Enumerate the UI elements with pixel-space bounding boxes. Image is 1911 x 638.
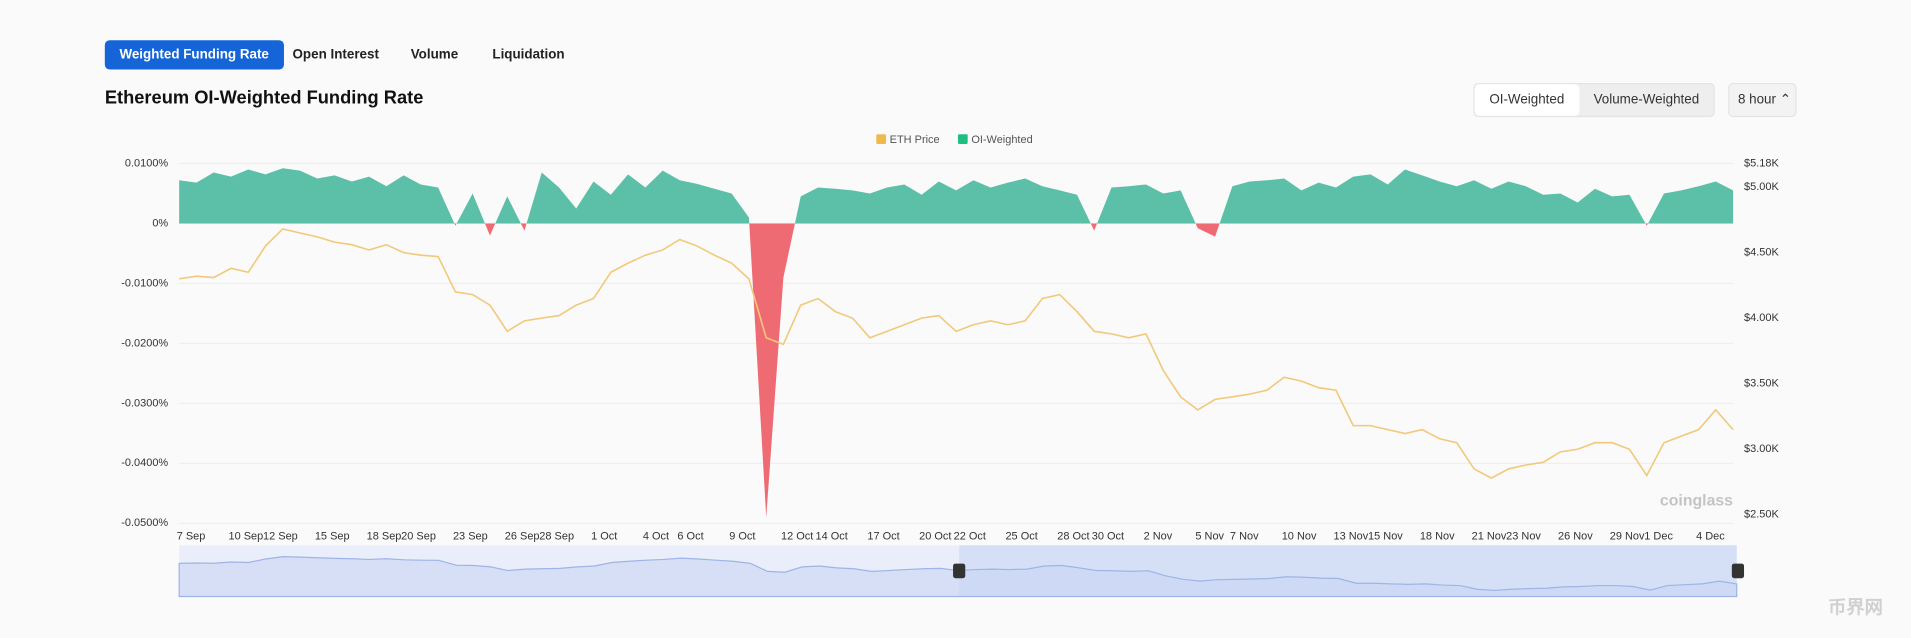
x-tick-label: 18 Sep [367, 531, 402, 543]
navigator-handle[interactable] [1731, 563, 1745, 579]
toggle-option[interactable]: Volume-Weighted [1593, 92, 1700, 108]
y2-tick-label: $5.00K [1744, 181, 1779, 193]
watermark: coinglass [1660, 493, 1733, 510]
x-tick-label: 28 Oct [1057, 531, 1089, 543]
y-tick-label: 0% [152, 217, 168, 229]
interval-dropdown[interactable]: 8 hour ⌃ [1728, 82, 1797, 118]
y-tick-label: -0.0100% [121, 277, 168, 289]
x-tick-label: 12 Oct [781, 531, 813, 543]
x-tick-label: 15 Sep [315, 531, 350, 543]
corner-watermark: 币界网 [1828, 597, 1883, 618]
x-tick-label: 29 Nov [1610, 531, 1645, 543]
x-tick-label: 23 Sep [453, 531, 488, 543]
y-tick-label: 0.0100% [125, 157, 169, 169]
toggle-option[interactable]: OI-Weighted [1474, 84, 1579, 116]
x-tick-label: 23 Nov [1506, 531, 1541, 543]
x-tick-label: 9 Oct [729, 531, 755, 543]
x-tick-label: 4 Oct [643, 531, 669, 543]
x-tick-label: 10 Sep [229, 531, 264, 543]
x-tick-label: 13 Nov [1334, 531, 1369, 543]
x-tick-label: 7 Sep [177, 531, 206, 543]
y2-tick-label: $4.50K [1744, 247, 1779, 259]
page-title: Ethereum OI-Weighted Funding Rate [104, 87, 424, 109]
x-tick-label: 20 Sep [401, 531, 436, 543]
tab[interactable]: Volume [410, 47, 459, 63]
x-tick-label: 5 Nov [1195, 531, 1224, 543]
x-tick-label: 18 Nov [1420, 531, 1455, 543]
x-tick-label: 26 Nov [1558, 531, 1593, 543]
y2-tick-label: $5.18K [1744, 157, 1779, 169]
tab[interactable]: Liquidation [492, 47, 565, 63]
x-tick-label: 22 Oct [954, 531, 986, 543]
y-tick-label: -0.0500% [121, 517, 168, 529]
x-tick-label: 1 Oct [591, 531, 617, 543]
price-line [179, 228, 1734, 479]
x-tick-label: 21 Nov [1472, 531, 1507, 543]
tab[interactable]: Weighted Funding Rate [104, 40, 284, 70]
legend-swatch [876, 134, 887, 144]
tab[interactable]: Open Interest [292, 47, 379, 63]
y-tick-label: -0.0200% [121, 337, 168, 349]
x-tick-label: 26 Sep [505, 531, 540, 543]
y2-tick-label: $3.50K [1744, 378, 1779, 390]
x-tick-label: 20 Oct [919, 531, 951, 543]
x-tick-label: 10 Nov [1282, 531, 1317, 543]
y-tick-label: -0.0300% [121, 397, 168, 409]
x-tick-label: 25 Oct [1005, 531, 1037, 543]
y-tick-label: -0.0400% [121, 457, 168, 469]
x-tick-label: 28 Sep [539, 531, 574, 543]
x-tick-label: 12 Sep [263, 531, 298, 543]
x-tick-label: 2 Nov [1144, 531, 1173, 543]
x-tick-label: 30 Oct [1092, 531, 1124, 543]
interval-label: 8 hour [1737, 92, 1776, 108]
x-tick-label: 17 Oct [867, 531, 899, 543]
weight-toggle: OI-Weighted Volume-Weighted [1473, 82, 1716, 118]
x-tick-label: 4 Dec [1696, 531, 1725, 543]
navigator-handle[interactable] [953, 563, 966, 579]
y2-tick-label: $3.00K [1744, 443, 1779, 455]
y2-tick-label: $4.00K [1744, 312, 1779, 324]
x-tick-label: 15 Nov [1368, 531, 1403, 543]
x-tick-label: 14 Oct [816, 531, 848, 543]
funding-area [179, 168, 1734, 518]
x-tick-label: 7 Nov [1230, 531, 1259, 543]
legend-label: OI-Weighted [971, 134, 1032, 146]
legend-swatch [957, 134, 968, 144]
legend-label: ETH Price [890, 134, 940, 146]
y2-tick-label: $2.50K [1744, 509, 1779, 521]
x-tick-label: 6 Oct [677, 531, 703, 543]
x-tick-label: 1 Dec [1644, 531, 1673, 543]
